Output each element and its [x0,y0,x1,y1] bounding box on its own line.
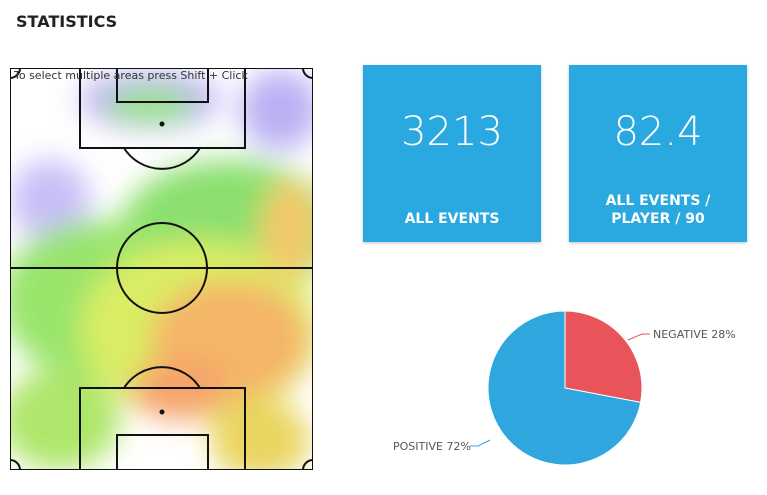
pie-label: POSITIVE 72% [393,440,471,453]
heatmap[interactable] [0,68,340,480]
heatmap-hint: To select multiple areas press Shift + C… [13,69,248,82]
stat-tile: 82.4 ALL EVENTS / PLAYER / 90 [569,65,747,242]
stat-value: 3213 [401,109,503,155]
label-connector [470,439,491,447]
label-connector [627,333,650,341]
stat-label: ALL EVENTS [404,211,500,227]
pie-slice [487,310,642,466]
stat-value: 82.4 [613,109,703,155]
panel-title: STATISTICS [16,12,118,31]
stat-label: ALL EVENTS / PLAYER / 90 [605,193,711,227]
pie-label: NEGATIVE 28% [653,328,736,341]
pie-slice [564,310,643,404]
stat-tile: 3213 ALL EVENTS [363,65,541,242]
pie-chart [487,310,643,466]
